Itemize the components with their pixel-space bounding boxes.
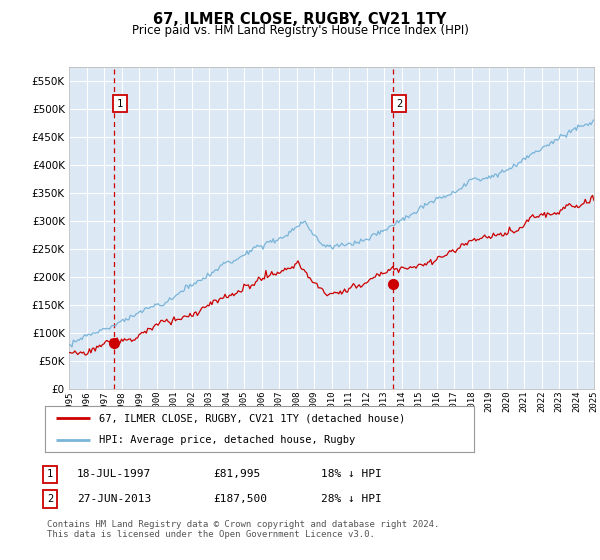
Text: HPI: Average price, detached house, Rugby: HPI: Average price, detached house, Rugb… [98, 435, 355, 445]
Text: 67, ILMER CLOSE, RUGBY, CV21 1TY: 67, ILMER CLOSE, RUGBY, CV21 1TY [154, 12, 446, 27]
Text: 28% ↓ HPI: 28% ↓ HPI [321, 494, 382, 504]
Text: 1: 1 [47, 469, 53, 479]
Text: Price paid vs. HM Land Registry's House Price Index (HPI): Price paid vs. HM Land Registry's House … [131, 24, 469, 36]
Text: 27-JUN-2013: 27-JUN-2013 [77, 494, 151, 504]
Text: £81,995: £81,995 [213, 469, 260, 479]
Text: 2: 2 [47, 494, 53, 504]
Text: 18-JUL-1997: 18-JUL-1997 [77, 469, 151, 479]
Text: 18% ↓ HPI: 18% ↓ HPI [321, 469, 382, 479]
Text: 2: 2 [396, 99, 403, 109]
Text: 1: 1 [117, 99, 124, 109]
Text: Contains HM Land Registry data © Crown copyright and database right 2024.
This d: Contains HM Land Registry data © Crown c… [47, 520, 439, 539]
Text: £187,500: £187,500 [213, 494, 267, 504]
Text: 67, ILMER CLOSE, RUGBY, CV21 1TY (detached house): 67, ILMER CLOSE, RUGBY, CV21 1TY (detach… [98, 413, 405, 423]
